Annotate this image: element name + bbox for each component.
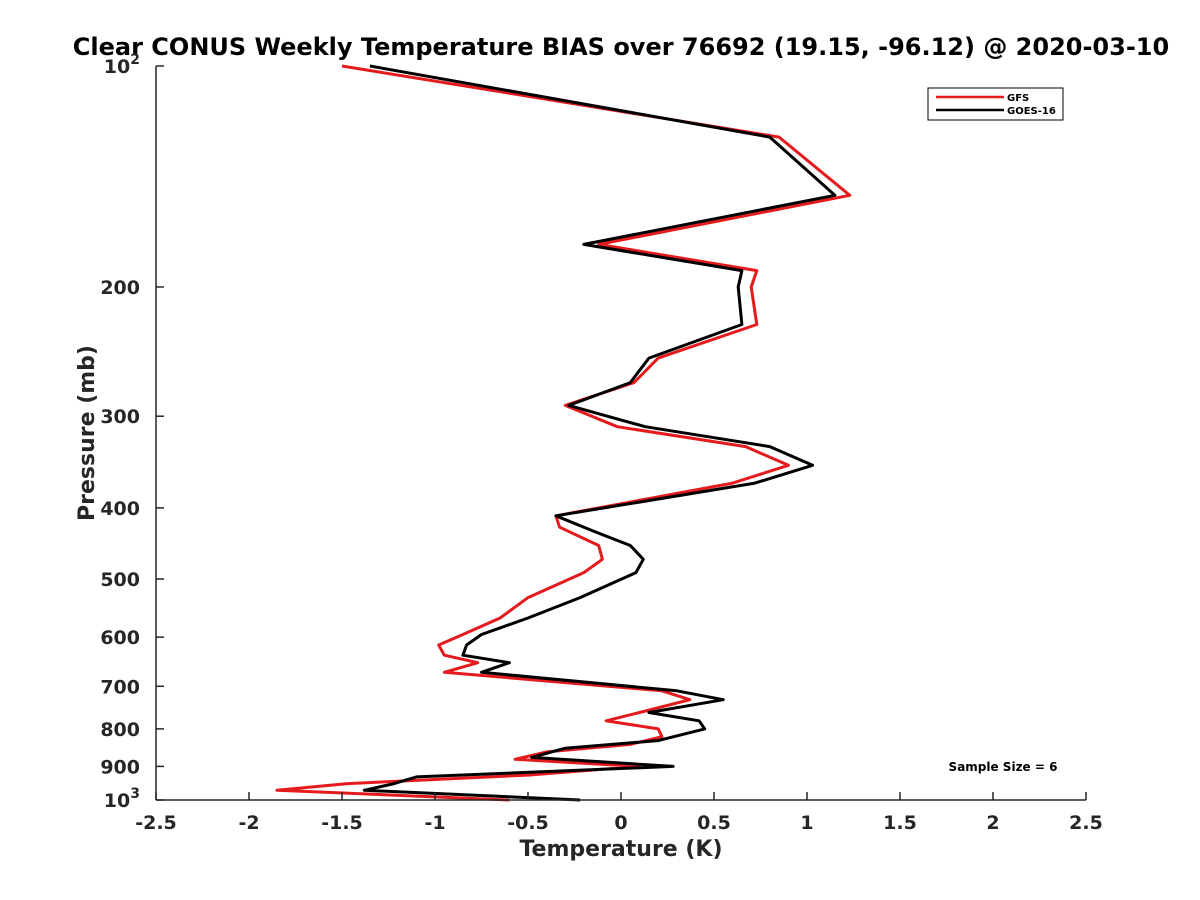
x-tick-label: -0.5 — [507, 812, 549, 834]
y-tick-label: 700 — [100, 676, 140, 698]
x-tick-label: 2.5 — [1069, 812, 1103, 834]
y-tick-label: 400 — [100, 498, 140, 520]
y-tick-label: 900 — [100, 756, 140, 778]
legend-label-goes-16: GOES-16 — [1007, 106, 1056, 117]
y-tick-label: 800 — [100, 719, 140, 741]
legend: GFS GOES-16 — [927, 87, 1064, 121]
y-tick-label: 200 — [100, 277, 140, 299]
y-tick-label: 500 — [100, 569, 140, 591]
y-tick-label: 103 — [104, 786, 140, 812]
x-tick-label: -1.5 — [321, 812, 363, 834]
x-tick-label: 2 — [986, 812, 999, 834]
y-axis-label: Pressure (mb) — [75, 345, 100, 521]
x-ticks: -2.5 -2 -1.5 -1 -0.5 0 0.5 1 1.5 2 2.5 — [135, 792, 1103, 834]
y-tick-label: 300 — [100, 406, 140, 428]
y-tick-label: 102 — [104, 52, 140, 78]
legend-label-gfs: GFS — [1007, 93, 1029, 104]
legend-box — [927, 87, 1064, 121]
series-line-gfs — [275, 64, 852, 802]
x-tick-label: 1.5 — [883, 812, 917, 834]
y-ticks: 102 200 300 400 500 600 700 800 900 103 — [100, 52, 164, 812]
series-layer — [275, 64, 852, 802]
x-tick-label: 0 — [614, 812, 627, 834]
x-tick-label: 1 — [800, 812, 813, 834]
x-tick-label: -1 — [424, 812, 445, 834]
x-tick-label: 0.5 — [697, 812, 731, 834]
sample-size-annotation: Sample Size = 6 — [949, 760, 1058, 774]
chart-title: Clear CONUS Weekly Temperature BIAS over… — [73, 33, 1169, 61]
y-tick-label: 600 — [100, 627, 140, 649]
series-line-goes-16 — [362, 64, 837, 802]
x-tick-label: -2 — [238, 812, 259, 834]
x-axis-label: Temperature (K) — [519, 837, 722, 862]
x-tick-label: -2.5 — [135, 812, 177, 834]
